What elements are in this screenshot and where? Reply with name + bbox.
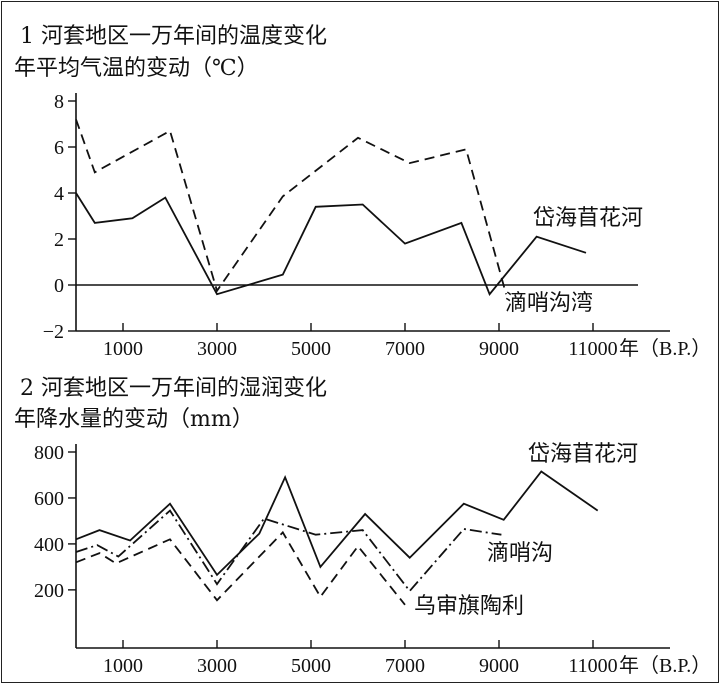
chart1-series-label-daihai: 岱海苜花河 (533, 206, 643, 231)
x-tick-label: 11000 (568, 655, 617, 677)
x-tick-label: 7000 (385, 655, 425, 677)
y-tick-label: 6 (54, 137, 64, 159)
y-tick-label: 4 (54, 183, 64, 205)
x-tick-label: 11000 (568, 338, 617, 360)
x-axis-label: 年（B.P.） (619, 337, 711, 360)
x-tick-label: 3000 (197, 655, 237, 677)
chart2-title: 2 河套地区一万年间的湿润变化 (20, 376, 327, 401)
y-tick-label: 800 (34, 442, 64, 464)
y-tick-label: −2 (43, 321, 64, 343)
x-tick-label: 5000 (291, 338, 331, 360)
chart1-title: 1 河套地区一万年间的温度变化 (20, 24, 327, 49)
chart2-subtitle: 年降水量的变动（mm） (14, 407, 254, 432)
chart1-subtitle: 年平均气温的变动（℃） (14, 56, 259, 81)
chart1-plot: 8 6 4 2 0 −2 1000 3000 5000 7000 9000 11000 年（B.P.） (43, 91, 712, 360)
series-line-0 (75, 192, 587, 296)
x-tick-label: 9000 (479, 655, 519, 677)
y-tick-label: 200 (34, 580, 64, 602)
x-tick-label: 7000 (385, 338, 425, 360)
y-tick-label: 600 (34, 488, 64, 510)
chart1-series-label-dishao: 滴哨沟湾 (505, 291, 593, 316)
series-line-1 (75, 119, 507, 295)
x-tick-label: 1000 (103, 338, 143, 360)
y-tick-label: 2 (54, 229, 64, 251)
series-line-1 (75, 509, 502, 593)
y-tick-label: 8 (54, 91, 64, 113)
y-tick-label: 0 (54, 275, 64, 297)
x-tick-label: 5000 (291, 655, 331, 677)
x-tick-label: 1000 (103, 655, 143, 677)
y-tick-label: 400 (34, 534, 64, 556)
series-line-0 (75, 470, 599, 577)
x-axis-label: 年（B.P.） (619, 654, 711, 677)
chart2-plot: 800 600 400 200 1000 3000 5000 7000 9000 11000 年（B… (34, 442, 711, 677)
chart2-series-label-wushen: 乌审旗陶利 (414, 594, 524, 619)
x-tick-label: 3000 (197, 338, 237, 360)
chart2-series-label-daihai: 岱海苜花河 (528, 442, 638, 467)
x-tick-label: 9000 (479, 338, 519, 360)
series-line-2 (75, 530, 406, 606)
chart2-series-label-dishao: 滴哨沟 (487, 541, 553, 566)
